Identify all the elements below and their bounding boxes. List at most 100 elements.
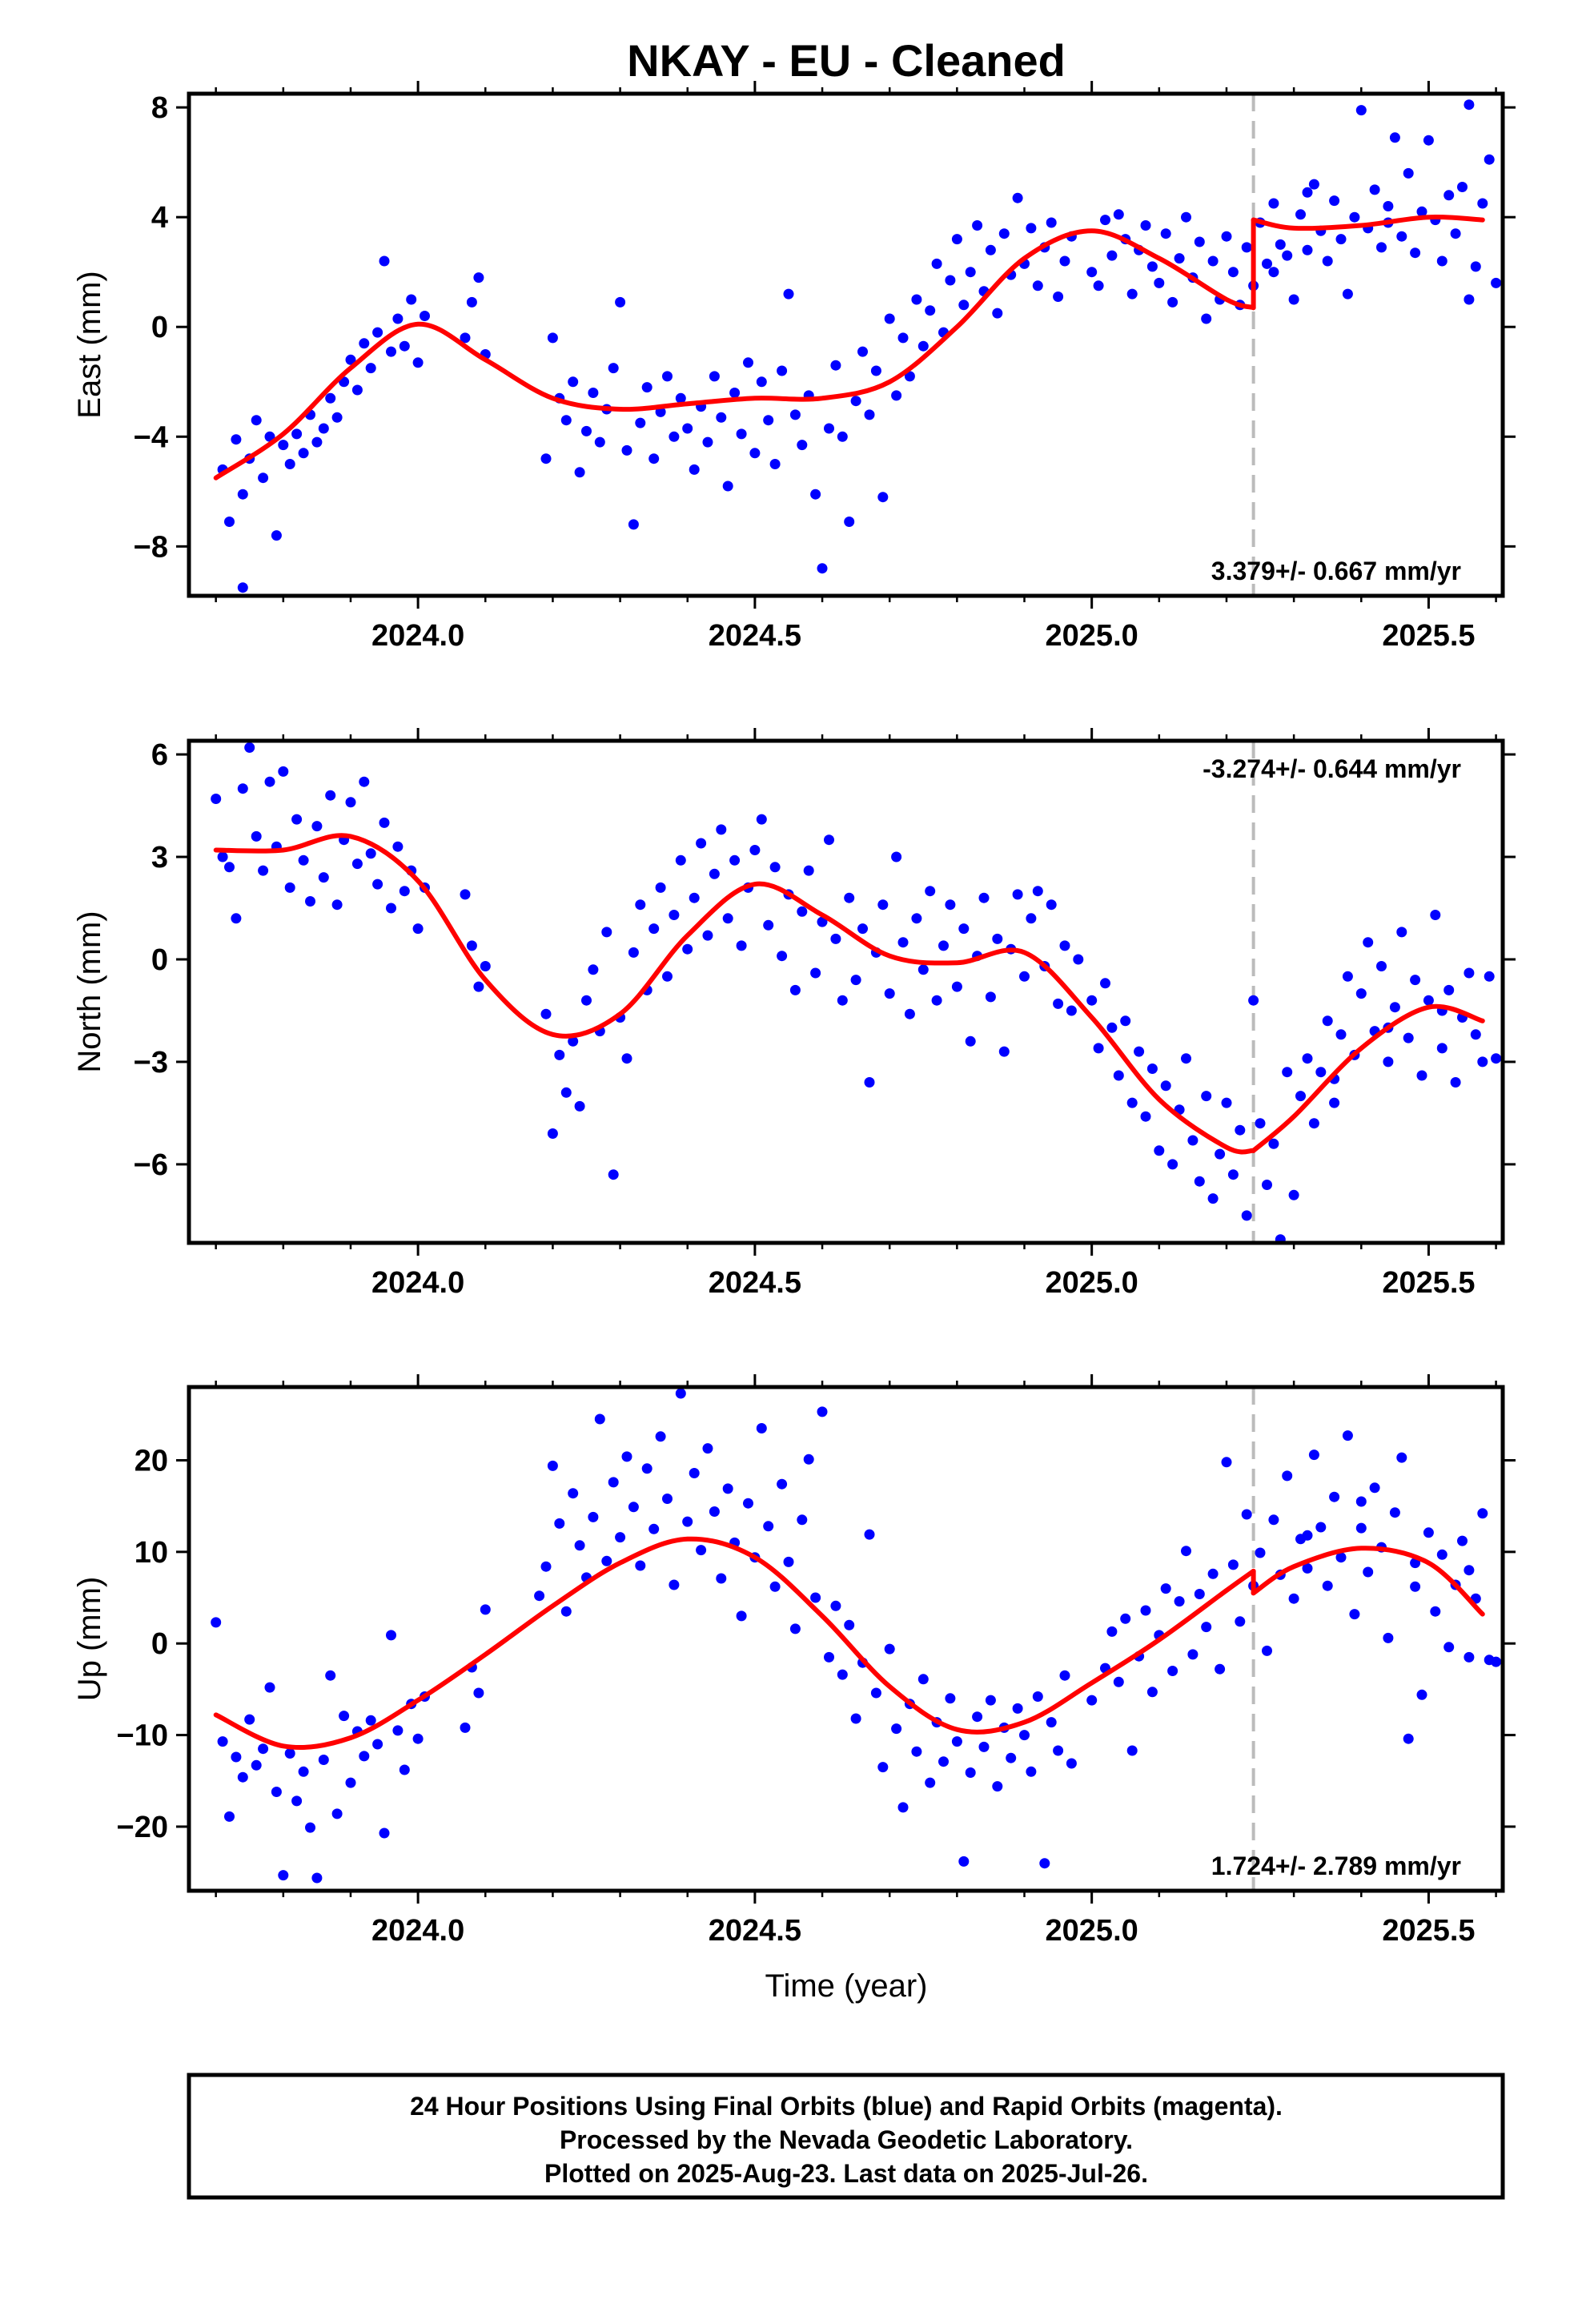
up-data-point: [951, 1736, 962, 1747]
north-data-point: [817, 916, 828, 927]
east-data-point: [311, 436, 323, 448]
east-data-point: [581, 425, 592, 436]
up-data-point: [628, 1502, 639, 1513]
north-data-point: [702, 930, 713, 941]
east-data-point: [351, 384, 363, 396]
up-data-point: [1113, 1676, 1124, 1687]
footer-line-1: 24 Hour Positions Using Final Orbits (bl…: [410, 2092, 1283, 2121]
north-data-point: [1363, 937, 1374, 948]
east-y-tick-label: −8: [134, 530, 168, 564]
north-data-point: [669, 910, 680, 920]
east-data-point: [291, 428, 303, 440]
east-data-point: [635, 417, 646, 428]
east-data-point: [789, 409, 801, 420]
north-data-point: [1450, 1077, 1461, 1088]
north-data-point: [1093, 1043, 1104, 1054]
up-data-point: [635, 1560, 646, 1571]
figure-title: NKAY - EU - Cleaned: [627, 35, 1066, 86]
north-data-point: [891, 851, 902, 862]
up-frame: [187, 1385, 1505, 1893]
north-data-point: [311, 821, 323, 832]
north-data-point: [1134, 1046, 1145, 1057]
up-data-point: [540, 1561, 552, 1572]
east-data-point: [749, 448, 761, 459]
north-data-point: [1100, 978, 1110, 989]
up-y-tick-label: −10: [117, 1719, 168, 1753]
up-data-point: [1477, 1508, 1488, 1519]
up-y-tick-label: 10: [135, 1536, 168, 1570]
north-data-point: [621, 1053, 632, 1064]
east-y-tick-label: −4: [134, 420, 168, 454]
north-data-point: [777, 951, 788, 962]
up-data-point: [1221, 1457, 1232, 1468]
north-data-point: [951, 981, 962, 992]
east-data-point: [271, 530, 282, 541]
north-data-point: [372, 879, 383, 890]
north-data-point: [1160, 1080, 1171, 1092]
up-data-point: [911, 1746, 922, 1757]
north-data-point: [568, 1035, 579, 1047]
north-frame: [187, 738, 1505, 1245]
east-data-point: [669, 431, 680, 442]
up-data-point: [1423, 1527, 1434, 1538]
east-data-point: [386, 346, 396, 357]
east-data-point: [682, 423, 693, 434]
north-data-point: [998, 1046, 1010, 1057]
up-data-point: [258, 1743, 269, 1755]
up-data-point: [615, 1532, 626, 1543]
up-data-point: [810, 1592, 821, 1603]
up-data-point: [1106, 1626, 1118, 1637]
north-data-point: [1315, 1067, 1327, 1078]
east-data-point: [1308, 179, 1319, 190]
up-data-point: [837, 1669, 848, 1680]
up-data-point: [1335, 1552, 1347, 1563]
up-data-point: [1140, 1605, 1151, 1616]
north-x-tick-label: 2025.5: [1382, 1266, 1475, 1300]
east-data-point: [945, 275, 956, 286]
up-data-point: [412, 1733, 424, 1744]
up-data-point: [897, 1802, 909, 1813]
east-data-point: [392, 313, 404, 324]
east-data-point: [1113, 209, 1124, 220]
up-data-point: [1066, 1758, 1077, 1769]
up-data-point: [231, 1751, 242, 1763]
north-data-point: [1308, 1118, 1319, 1129]
north-data-point: [844, 892, 855, 903]
east-data-point: [594, 436, 605, 448]
up-data-point: [574, 1540, 585, 1551]
north-data-point: [1187, 1135, 1199, 1146]
north-data-point: [917, 964, 929, 975]
north-data-point: [1423, 995, 1434, 1006]
east-x-tick-label: 2024.5: [709, 619, 801, 653]
up-data-point: [298, 1766, 309, 1777]
east-data-point: [777, 365, 788, 376]
north-data-point: [264, 776, 275, 787]
north-data-point: [985, 991, 996, 1003]
up-data-point: [756, 1423, 767, 1433]
up-x-tick-label: 2025.5: [1382, 1914, 1475, 1948]
east-data-point: [298, 448, 309, 459]
north-data-point: [278, 766, 289, 777]
east-data-point: [608, 363, 619, 374]
up-data-point: [938, 1756, 949, 1767]
up-data-point: [291, 1795, 303, 1807]
up-data-point: [1012, 1703, 1023, 1714]
north-data-point: [581, 995, 592, 1006]
north-data-point: [1329, 1097, 1340, 1108]
north-data-point: [925, 886, 936, 897]
up-data-point: [1457, 1535, 1468, 1546]
up-data-point: [1383, 1632, 1394, 1643]
up-data-point: [1315, 1522, 1327, 1533]
east-data-point: [837, 431, 848, 442]
north-data-point: [797, 906, 808, 917]
north-y-axis-label: North (mm): [72, 911, 107, 1072]
north-data-point: [1282, 1067, 1293, 1078]
east-data-point: [870, 365, 881, 376]
up-data-point: [1039, 1858, 1050, 1869]
up-y-axis-label: Up (mm): [72, 1577, 107, 1702]
up-data-point: [372, 1739, 383, 1750]
east-data-point: [857, 346, 868, 357]
up-data-point: [217, 1736, 228, 1747]
east-data-point: [1410, 247, 1421, 259]
north-data-point: [1073, 954, 1084, 965]
